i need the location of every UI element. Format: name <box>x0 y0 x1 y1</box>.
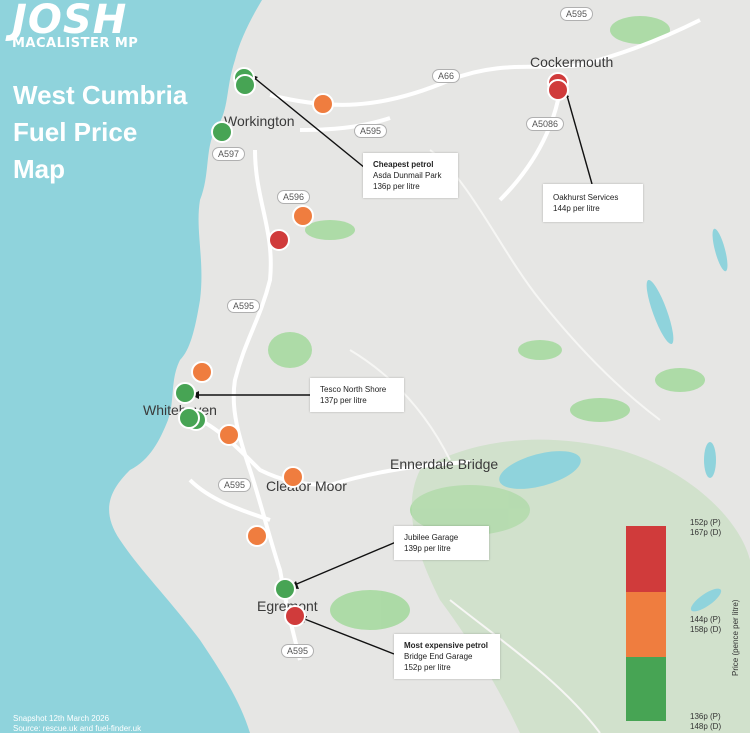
sea-area <box>0 0 262 733</box>
legend-diesel: 167p (D) <box>690 528 722 537</box>
minor-roads <box>349 149 661 733</box>
lakes <box>499 228 728 612</box>
legend-label-mid: 144p (P) 158p (D) <box>690 615 721 635</box>
data-source: Source: rescue.uk and fuel-finder.uk <box>13 724 142 733</box>
fuel-station-marker[interactable] <box>312 93 334 115</box>
leader-oakhurst <box>565 91 593 185</box>
map-title-line-1: West Cumbria <box>13 80 188 110</box>
town-cleator-moor: Cleator Moor <box>266 478 347 494</box>
callout-station: Tesco North Shore <box>320 385 387 394</box>
fuel-station-marker[interactable] <box>218 424 240 446</box>
legend-band-green <box>626 657 666 721</box>
fuel-station-marker[interactable] <box>292 205 314 227</box>
callout-price: 152p per litre <box>404 663 451 672</box>
callout-tesco: Tesco North Shore 137p per litre <box>310 378 404 412</box>
callout-heading: Most expensive petrol <box>404 641 489 650</box>
callout-price: 137p per litre <box>320 396 367 405</box>
callout-station: Jubilee Garage <box>404 533 459 542</box>
logo-sub: MACALISTER MP <box>12 36 139 51</box>
map-title-line-3: Map <box>13 154 65 184</box>
callout-jubilee: Jubilee Garage 139p per litre <box>394 526 489 560</box>
road-label: A66 <box>432 69 461 83</box>
legend-petrol: 136p (P) <box>690 712 721 721</box>
callout-heading: Cheapest petrol <box>373 160 434 169</box>
fuel-station-marker[interactable] <box>211 121 233 143</box>
leader-cheapest <box>251 75 366 169</box>
leader-most-expensive <box>301 617 395 655</box>
legend-band-red <box>626 526 666 592</box>
legend-petrol: 144p (P) <box>690 615 721 624</box>
map-title-line-2: Fuel Price <box>13 117 138 147</box>
fuel-station-marker[interactable] <box>547 79 569 101</box>
callout-oakhurst: Oakhurst Services 144p per litre <box>543 184 643 222</box>
legend-petrol: 152p (P) <box>690 518 721 527</box>
fuel-station-marker[interactable] <box>191 361 213 383</box>
callout-leaders <box>194 75 593 655</box>
road-label: A595 <box>218 478 252 492</box>
legend-band-orange <box>626 592 666 657</box>
fuel-station-marker[interactable] <box>282 466 304 488</box>
legend-diesel: 148p (D) <box>690 722 722 731</box>
snapshot-date: Snapshot 12th March 2026 <box>13 714 110 723</box>
road-label: A595 <box>560 7 594 21</box>
town-ennerdale-bridge: Ennerdale Bridge <box>390 456 499 472</box>
callout-station: Bridge End Garage <box>404 652 473 661</box>
town-workington: Workington <box>224 113 295 129</box>
fuel-station-marker[interactable] <box>274 578 296 600</box>
fuel-station-marker[interactable] <box>174 382 196 404</box>
road-label: A597 <box>212 147 246 161</box>
legend-label-top: 152p (P) 167p (D) <box>690 518 721 538</box>
leader-jubilee <box>291 541 397 587</box>
fuel-station-marker[interactable] <box>246 525 268 547</box>
fuel-station-marker[interactable] <box>234 74 256 96</box>
road-label: A596 <box>277 190 311 204</box>
legend-label-bottom: 136p (P) 148p (D) <box>690 712 721 732</box>
callout-station: Oakhurst Services <box>553 193 619 202</box>
town-cockermouth: Cockermouth <box>530 54 614 70</box>
fuel-station-marker[interactable] <box>284 605 306 627</box>
legend-axis-title: Price (pence per litre) <box>731 599 740 676</box>
callout-most-expensive-petrol: Most expensive petrol Bridge End Garage … <box>394 634 500 679</box>
logo-main: JOSH <box>12 0 128 43</box>
callout-price: 139p per litre <box>404 544 451 553</box>
fuel-station-marker[interactable] <box>268 229 290 251</box>
road-label: A595 <box>281 644 315 658</box>
road-label: A595 <box>354 124 388 138</box>
legend-diesel: 158p (D) <box>690 625 722 634</box>
callout-cheapest-petrol: Cheapest petrol Asda Dunmail Park 136p p… <box>363 153 458 198</box>
callout-price: 136p per litre <box>373 182 420 191</box>
callout-price: 144p per litre <box>553 204 600 213</box>
fuel-station-marker[interactable] <box>178 407 200 429</box>
road-label: A5086 <box>526 117 565 131</box>
road-label: A595 <box>227 299 261 313</box>
callout-station: Asda Dunmail Park <box>373 171 442 180</box>
